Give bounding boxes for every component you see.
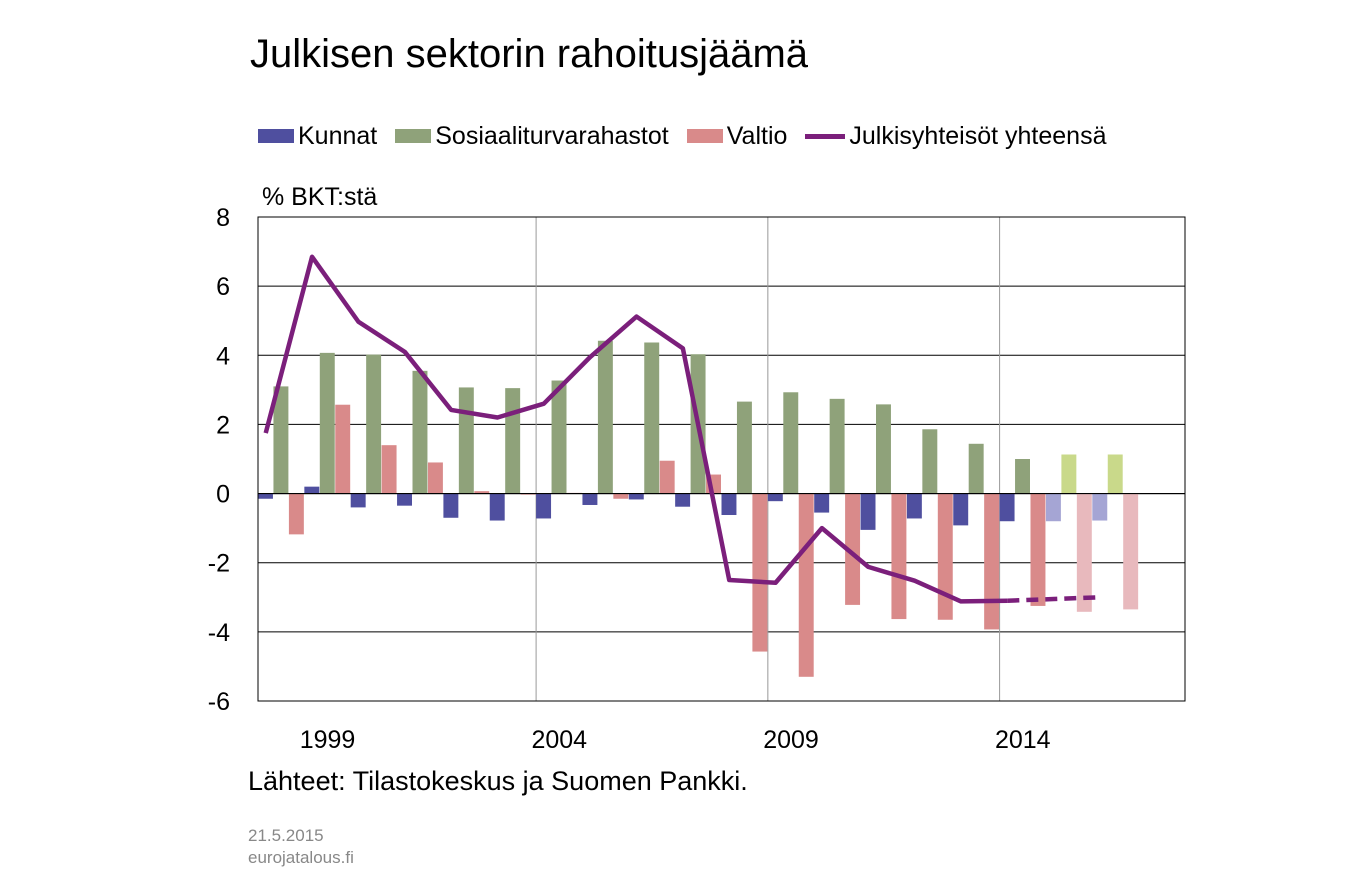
bar-valtio (1123, 493, 1139, 610)
y-tick-label: 6 (216, 273, 230, 301)
bar-valtio (474, 491, 490, 494)
legend-item-sosiaaliturvarahastot: Sosiaaliturvarahastot (395, 121, 669, 151)
bar-valtio (381, 445, 397, 494)
bar-kunnat (397, 493, 412, 506)
bar-kunnat (999, 493, 1015, 522)
bar-valtio (891, 493, 907, 620)
bar-kunnat (536, 493, 552, 519)
line-julkisyhteisot-forecast (1007, 595, 1101, 603)
bar-kunnat (721, 493, 737, 516)
legend-swatch-sosiaaliturvarahastot (395, 129, 432, 143)
legend-swatch-julkisyhteisot (805, 133, 846, 139)
bar-valtio (798, 493, 814, 677)
y-tick-label: 0 (216, 481, 230, 509)
bar-sosiaaliturvarahastot (458, 387, 474, 494)
legend-label-valtio: Valtio (726, 121, 788, 150)
bar-kunnat (489, 493, 505, 521)
bar-sosiaaliturvarahastot (876, 404, 891, 494)
bar-sosiaaliturvarahastot (736, 401, 752, 494)
bar-sosiaaliturvarahastot (273, 386, 289, 494)
x-tick-label: 2009 (763, 726, 819, 754)
chart-legend: Kunnat Sosiaaliturvarahastot Valtio Julk… (258, 120, 1125, 152)
bar-sosiaaliturvarahastot (829, 398, 845, 494)
bar-sosiaaliturvarahastot (1015, 459, 1030, 494)
line-julkisyhteisot-actual (263, 254, 1008, 604)
bar-sosiaaliturvarahastot (968, 443, 984, 494)
bar-valtio (984, 493, 1000, 630)
y-axis-unit-label: % BKT:stä (262, 183, 378, 211)
bar-kunnat (814, 493, 830, 513)
bar-sosiaaliturvarahastot (366, 354, 382, 494)
legend-item-valtio: Valtio (686, 121, 788, 151)
y-tick-label: -4 (208, 619, 230, 647)
bar-sosiaaliturvarahastot (551, 380, 567, 494)
bar-kunnat (1045, 493, 1061, 522)
bar-valtio (613, 493, 629, 499)
bar-valtio (659, 460, 675, 494)
legend-label-sosiaaliturvarahastot: Sosiaaliturvarahastot (435, 121, 669, 150)
bar-sosiaaliturvarahastot (922, 429, 938, 494)
bar-sosiaaliturvarahastot (412, 370, 428, 494)
bar-sosiaaliturvarahastot (597, 340, 613, 494)
bar-sosiaaliturvarahastot (505, 388, 521, 494)
bar-sosiaaliturvarahastot (1061, 454, 1077, 494)
bar-kunnat (906, 493, 922, 519)
bar-kunnat (350, 493, 366, 508)
y-tick-label: 4 (216, 342, 230, 370)
bar-valtio (288, 493, 304, 535)
bar-kunnat (953, 493, 969, 526)
site-name: eurojatalous.fi (248, 848, 354, 867)
bar-kunnat (582, 493, 598, 505)
y-tick-label: -6 (208, 688, 230, 716)
bar-kunnat (767, 493, 783, 502)
bar-valtio (937, 493, 953, 620)
y-tick-label: 8 (216, 204, 230, 232)
bar-kunnat (443, 493, 459, 518)
bar-kunnat (860, 493, 876, 530)
bar-valtio (752, 493, 768, 652)
y-tick-label: -2 (208, 550, 230, 578)
plot-border (257, 216, 1186, 702)
bar-valtio (335, 404, 351, 494)
legend-item-kunnat: Kunnat (258, 122, 377, 151)
bar-kunnat (304, 486, 320, 494)
legend-label-kunnat: Kunnat (298, 121, 378, 150)
legend-label-julkisyhteisot: Julkisyhteisöt yhteensä (849, 121, 1107, 150)
source-note: Lähteet: Tilastokeskus ja Suomen Pankki. (248, 766, 748, 796)
bar-kunnat (258, 493, 273, 499)
bar-kunnat (628, 493, 644, 500)
legend-swatch-valtio (686, 129, 723, 143)
page-title: Julkisen sektorin rahoitusjäämä (250, 32, 809, 76)
x-tick-label: 1999 (300, 726, 356, 754)
bar-valtio (1030, 493, 1046, 606)
bar-sosiaaliturvarahastot (319, 352, 335, 494)
y-tick-label: 2 (216, 411, 230, 439)
bar-sosiaaliturvarahastot (1107, 454, 1123, 494)
bar-kunnat (675, 493, 691, 507)
x-tick-label: 2014 (995, 726, 1051, 754)
legend-swatch-kunnat (258, 129, 294, 143)
bar-kunnat (1092, 493, 1108, 521)
bar-sosiaaliturvarahastot (644, 342, 660, 494)
bar-valtio (1076, 493, 1092, 612)
bar-valtio (845, 493, 861, 605)
x-tick-label: 2004 (531, 726, 587, 754)
legend-item-julkisyhteisot: Julkisyhteisöt yhteensä (805, 121, 1107, 151)
bar-sosiaaliturvarahastot (783, 392, 799, 494)
bar-valtio (427, 462, 443, 494)
publish-date: 21.5.2015 (248, 826, 324, 845)
